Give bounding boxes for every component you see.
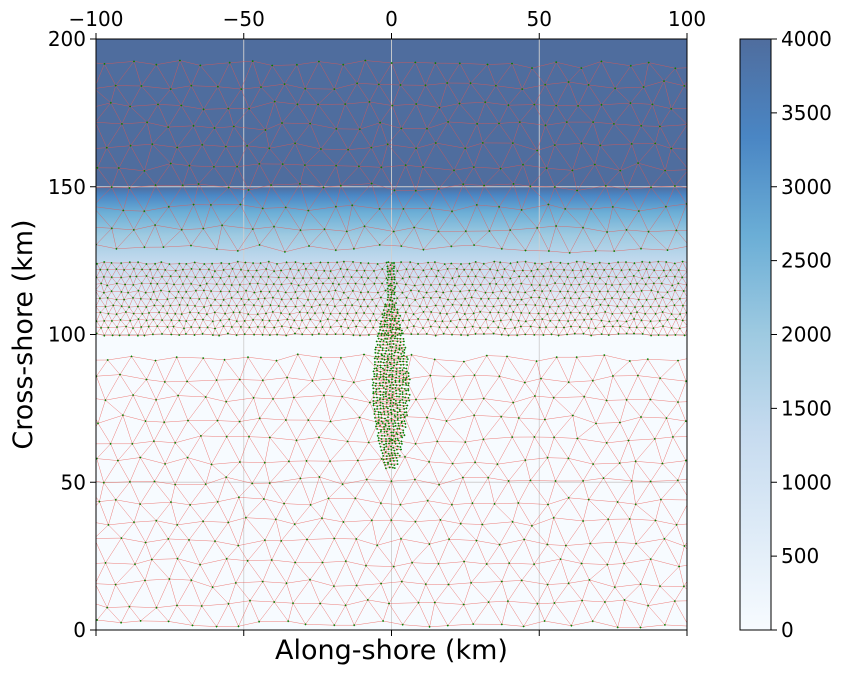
mesh-nodes [96, 59, 687, 629]
mesh-node-markers [96, 59, 687, 629]
colorbar-fill [740, 39, 771, 630]
colorbar-tick-label: 2000 [781, 323, 832, 347]
colorbar-tick-label: 1000 [781, 470, 832, 494]
y-tick-label: 200 [48, 27, 86, 51]
y-axis: 0 50 100 150 200 [48, 27, 96, 642]
colorbar-tick-label: 4000 [781, 27, 832, 51]
colorbar: 0 500 1000 1500 2000 2500 3000 3500 4000 [739, 27, 832, 642]
top-x-axis: −100 −50 0 50 100 [69, 7, 706, 39]
top-x-tick-label: −50 [223, 7, 265, 31]
mesh-edges [96, 60, 687, 628]
bottom-x-axis [95, 630, 688, 636]
x-axis-label: Along-shore (km) [275, 635, 508, 666]
y-tick-label: 50 [61, 470, 86, 494]
plot-area [95, 38, 688, 631]
colorbar-tick-label: 500 [781, 544, 819, 568]
y-tick-label: 150 [48, 175, 86, 199]
top-x-tick-label: 100 [668, 7, 706, 31]
colorbar-tick-label: 2500 [781, 249, 832, 273]
y-tick-label: 0 [73, 618, 86, 642]
triangular-mesh [96, 60, 687, 628]
top-x-tick-label: 0 [385, 7, 398, 31]
colorbar-tick-label: 1500 [781, 396, 832, 420]
top-x-tick-label: 50 [527, 7, 552, 31]
colorbar-ticks: 0 500 1000 1500 2000 2500 3000 3500 4000 [771, 27, 832, 642]
colorbar-tick-label: 0 [781, 618, 794, 642]
top-x-tick-label: −100 [69, 7, 124, 31]
colorbar-tick-label: 3500 [781, 101, 832, 125]
y-axis-label: Cross-shore (km) [8, 219, 39, 449]
colorbar-tick-label: 3000 [781, 175, 832, 199]
y-tick-label: 100 [48, 323, 86, 347]
